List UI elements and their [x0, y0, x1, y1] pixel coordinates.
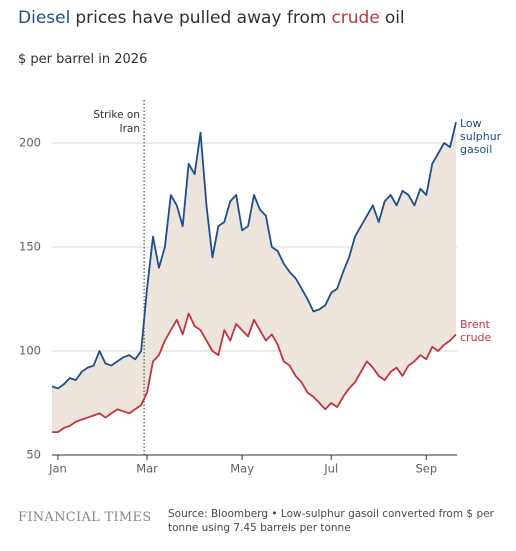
title-word: oil [384, 8, 405, 28]
spread-area [52, 122, 456, 433]
annotation: Strike on Iran [93, 109, 140, 135]
x-tick-label: Sep [415, 462, 437, 476]
series-label: Brent crude [460, 318, 492, 345]
y-tick-label: 200 [19, 136, 41, 150]
y-tick-label: 50 [26, 448, 41, 462]
series-line [51, 121, 457, 390]
x-tick-label: May [230, 462, 254, 476]
subtitle: $ per barrel in 2026 [18, 52, 148, 67]
chart: 50 100 150 200 Jan Mar May Jul Sep [19, 100, 457, 476]
source: Source: Bloomberg • Low-sulphur gasoil c… [168, 508, 494, 534]
x-tick-label: Jul [323, 462, 338, 476]
title: Diesel prices have pulled away from crude o… [18, 8, 410, 28]
title-word: Diesel [18, 8, 71, 28]
y-tick-label: 100 [19, 344, 41, 358]
title-word: crude [331, 8, 380, 28]
x-tick-label: Jan [48, 462, 67, 476]
y-tick-label: 150 [19, 240, 41, 254]
series-label: Low sulphur gasoil [460, 117, 502, 157]
title-word: prices have pulled away from [75, 8, 327, 28]
brand: FINANCIAL TIMES [18, 510, 152, 525]
x-tick-label: Mar [136, 462, 158, 476]
series-line [52, 312, 457, 434]
